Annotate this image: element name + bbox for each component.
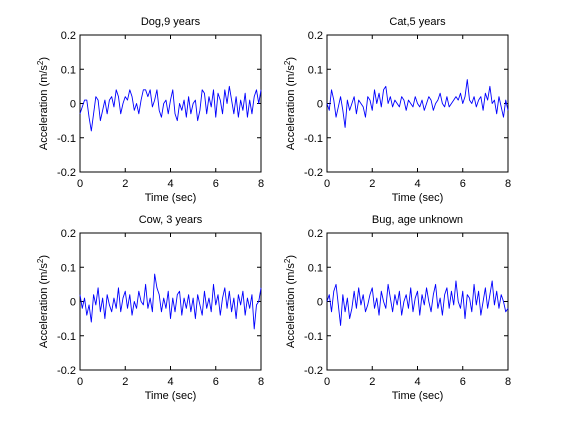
subplot-3: 0 2 4 6 8 -0.2 -0.1 0 0.1 0.2 Cow, 3 years Time (se… xyxy=(36,214,264,402)
subplot-2: 0 2 4 6 8 -0.2 -0.1 0 0.1 0.2 Cat,5 years Time (sec… xyxy=(283,16,511,204)
x-tick-label: 6 xyxy=(460,376,466,388)
y-tick-label: 0.1 xyxy=(61,262,76,274)
x-tick-label: 8 xyxy=(258,376,264,388)
y-tick-label: 0 xyxy=(70,297,76,309)
x-tick-label: 6 xyxy=(460,178,466,190)
x-tick-label: 0 xyxy=(324,376,330,388)
y-axis-label-close: ) xyxy=(285,255,297,259)
y-axis-label-base: Acceleration (m/s xyxy=(285,65,297,150)
y-axis-label-close: ) xyxy=(285,57,297,61)
y-axis-label-superscript: 2 xyxy=(36,258,45,263)
axes-box xyxy=(79,34,262,173)
x-tick-label: 2 xyxy=(122,178,128,190)
x-tick-label: 6 xyxy=(213,178,219,190)
y-tick-label: -0.2 xyxy=(304,167,323,179)
y-tick-label: -0.1 xyxy=(57,133,76,145)
subplot-4: 0 2 4 6 8 -0.2 -0.1 0 0.1 0.2 Bug, age unknown Time… xyxy=(283,214,511,402)
y-tick-label: 0.2 xyxy=(61,30,76,42)
x-tick-label: 4 xyxy=(167,178,173,190)
y-axis-label-close: ) xyxy=(38,255,50,259)
x-tick-label: 2 xyxy=(369,178,375,190)
y-tick-label: -0.2 xyxy=(57,167,76,179)
x-tick-label: 4 xyxy=(167,376,173,388)
y-axis-label-superscript: 2 xyxy=(36,60,45,65)
axes-box xyxy=(326,232,509,371)
y-axis-label-base: Acceleration (m/s xyxy=(38,65,50,150)
x-axis-label: Time (sec) xyxy=(392,192,444,204)
y-tick-label: -0.2 xyxy=(304,365,323,377)
y-axis-label: Acceleration (m/s2) xyxy=(283,57,297,150)
x-tick-label: 4 xyxy=(414,376,420,388)
y-axis-label-base: Acceleration (m/s xyxy=(38,263,50,348)
y-axis-label-superscript: 2 xyxy=(283,258,292,263)
y-tick-label: 0.2 xyxy=(308,228,323,240)
y-axis-label-superscript: 2 xyxy=(283,60,292,65)
y-axis-label: Acceleration (m/s2) xyxy=(283,255,297,348)
y-tick-label: -0.2 xyxy=(57,365,76,377)
x-axis-label: Time (sec) xyxy=(392,390,444,402)
y-tick-label: 0 xyxy=(70,99,76,111)
y-tick-label: -0.1 xyxy=(304,331,323,343)
chart-title: Bug, age unknown xyxy=(372,214,463,226)
y-tick-label: -0.1 xyxy=(57,331,76,343)
series-line-1 xyxy=(326,79,509,128)
y-axis-label-close: ) xyxy=(38,57,50,61)
x-tick-label: 2 xyxy=(369,376,375,388)
y-tick-label: -0.1 xyxy=(304,133,323,145)
x-axis-label: Time (sec) xyxy=(145,192,197,204)
x-tick-label: 0 xyxy=(77,376,83,388)
y-tick-label: 0.2 xyxy=(61,228,76,240)
chart-title: Cow, 3 years xyxy=(139,214,203,226)
x-tick-label: 6 xyxy=(213,376,219,388)
y-tick-label: 0.2 xyxy=(308,30,323,42)
x-tick-label: 8 xyxy=(505,178,511,190)
series-line-1 xyxy=(79,273,262,330)
y-axis-label-base: Acceleration (m/s xyxy=(285,263,297,348)
y-tick-label: 0 xyxy=(317,99,323,111)
x-tick-label: 0 xyxy=(77,178,83,190)
subplot-1: 0 2 4 6 8 -0.2 -0.1 0 0.1 0.2 Dog,9 years Time (sec… xyxy=(36,16,264,204)
series-line-1 xyxy=(79,85,262,132)
x-tick-label: 8 xyxy=(505,376,511,388)
y-tick-label: 0.1 xyxy=(308,64,323,76)
x-tick-label: 0 xyxy=(324,178,330,190)
x-tick-label: 2 xyxy=(122,376,128,388)
y-tick-label: 0.1 xyxy=(308,262,323,274)
y-tick-label: 0 xyxy=(317,297,323,309)
chart-title: Dog,9 years xyxy=(141,16,201,28)
y-axis-label: Acceleration (m/s2) xyxy=(36,255,50,348)
chart-title: Cat,5 years xyxy=(389,16,446,28)
series-line-1 xyxy=(326,280,509,326)
x-tick-label: 8 xyxy=(258,178,264,190)
x-axis-label: Time (sec) xyxy=(145,390,197,402)
x-tick-label: 4 xyxy=(414,178,420,190)
y-tick-label: 0.1 xyxy=(61,64,76,76)
y-axis-label: Acceleration (m/s2) xyxy=(36,57,50,150)
